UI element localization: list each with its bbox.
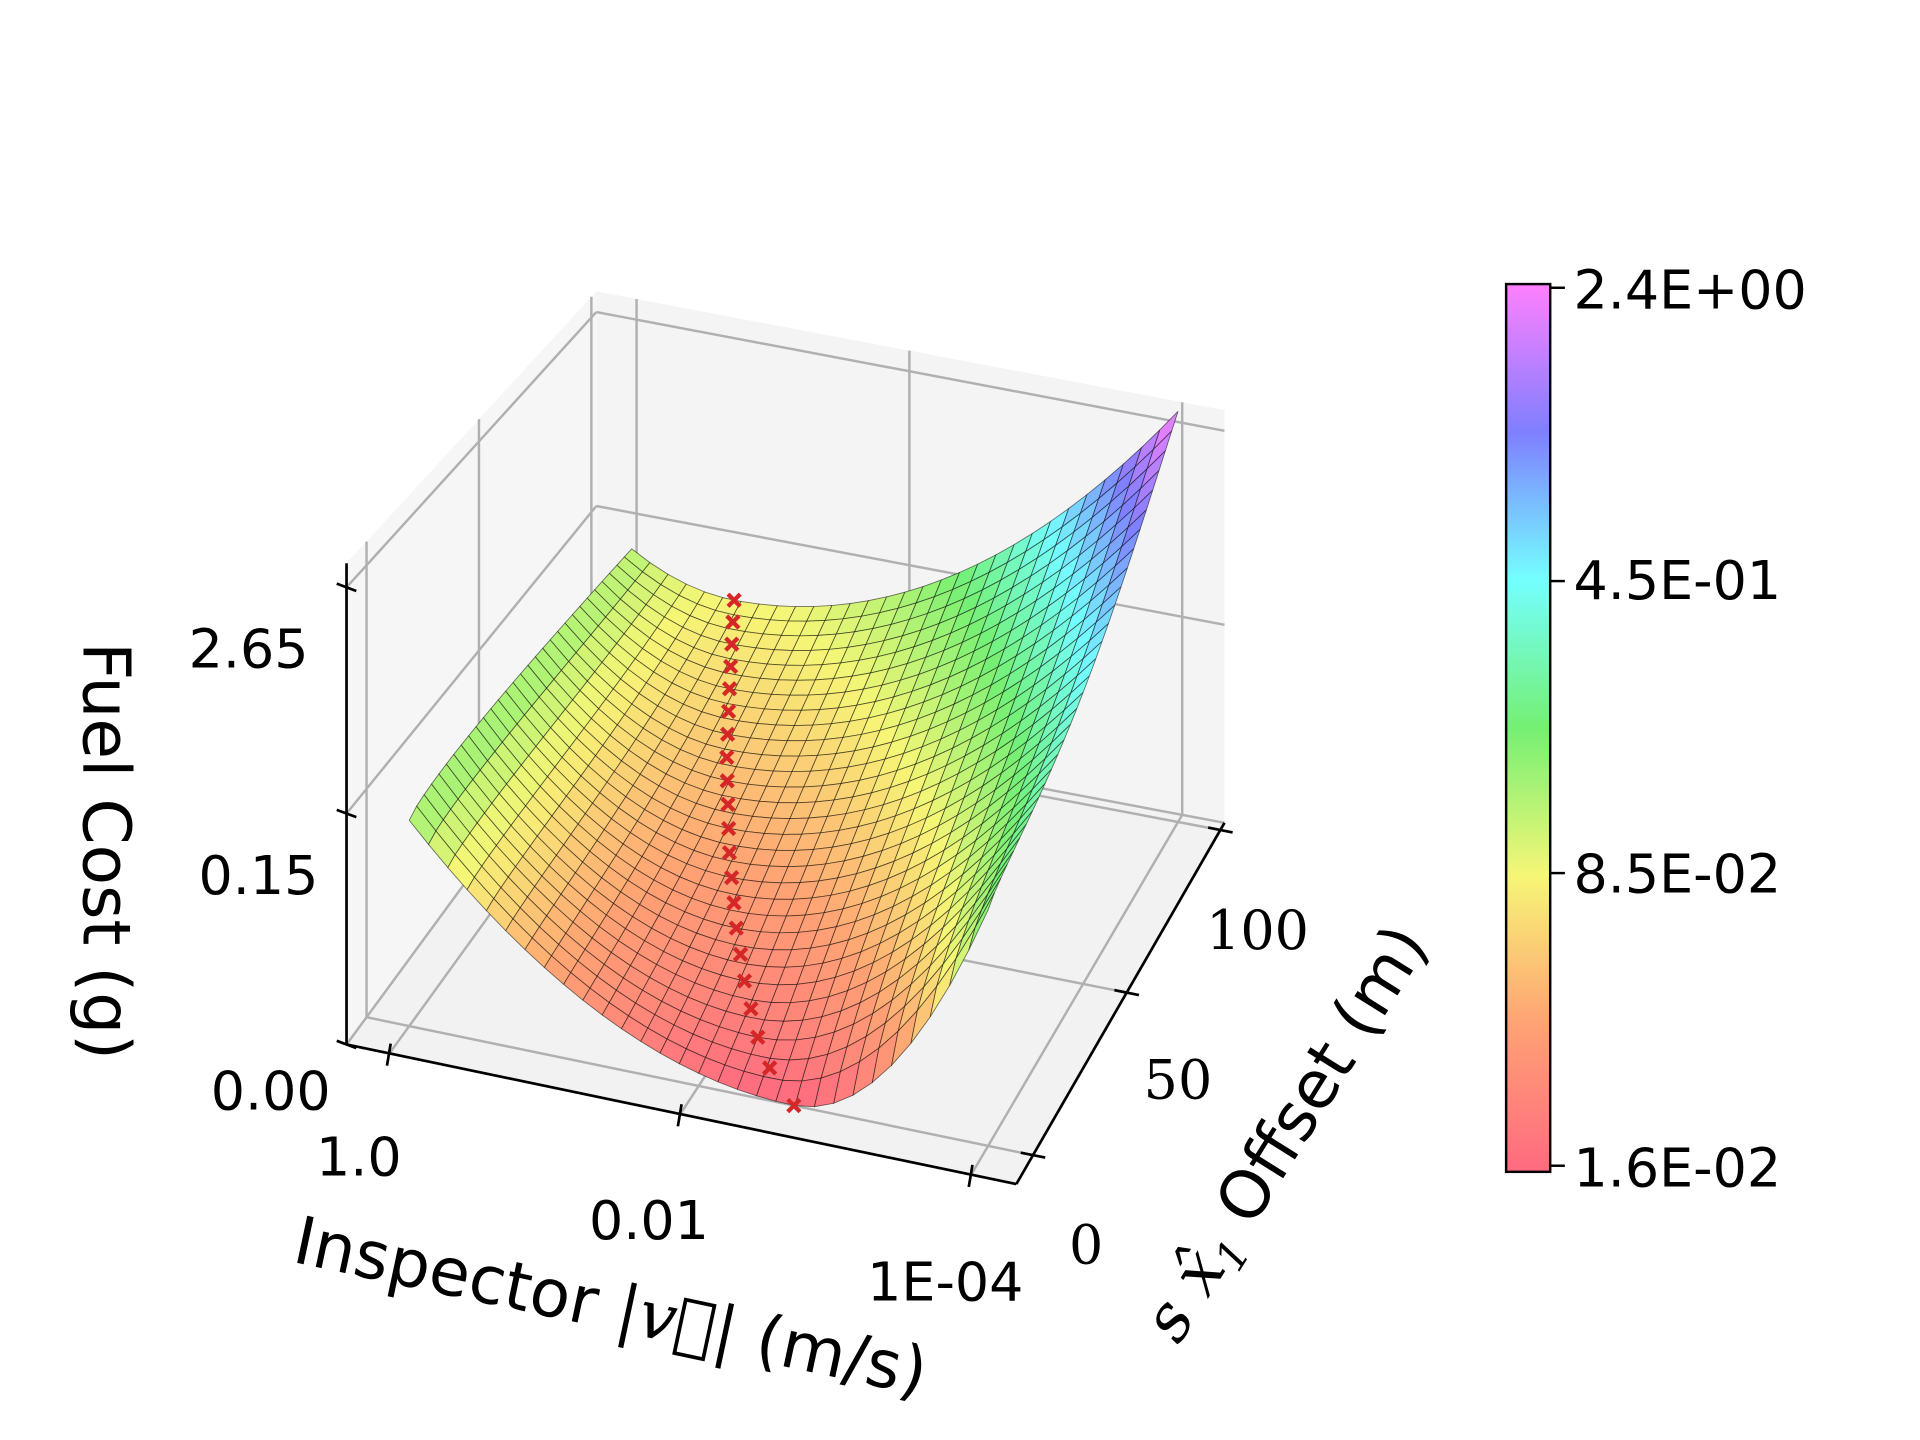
y-tick	[1020, 1151, 1046, 1159]
marker-stroke	[724, 636, 740, 652]
optimal-point-marker	[762, 1060, 778, 1076]
marker-stroke	[719, 773, 735, 789]
marker-stroke	[719, 726, 736, 742]
marker-stroke	[736, 973, 753, 989]
x-tick	[385, 1043, 392, 1066]
left-gridline-z	[345, 505, 598, 815]
optimal-point-marker	[721, 820, 737, 837]
optimal-markers	[719, 592, 802, 1114]
marker-stroke	[726, 895, 742, 911]
floor-gridline-y	[366, 1016, 1034, 1157]
colorbar-gradient	[1504, 282, 1552, 1174]
x-axis-label-text: Inspector	[287, 1202, 605, 1342]
optimal-point-marker	[720, 796, 736, 813]
y-tick-label: 50	[1144, 1048, 1213, 1111]
marker-stroke	[721, 845, 738, 861]
z-tick-label: 2.65	[189, 617, 309, 680]
y-axis-line	[1015, 822, 1226, 1185]
marker-stroke	[722, 658, 739, 675]
colorbar-tick-label: 4.5E-01	[1573, 549, 1781, 612]
left-gridline-z	[345, 311, 598, 589]
marker-stroke	[762, 1060, 778, 1076]
floor-gridline-x	[970, 814, 1184, 1176]
marker-stroke	[732, 946, 749, 962]
x-tick-label: 0.01	[589, 1189, 709, 1252]
optimal-point-marker	[723, 870, 740, 886]
optimal-point-marker	[728, 920, 744, 936]
left-pane	[346, 291, 597, 1045]
optimal-point-marker	[724, 636, 740, 652]
axes-lines	[336, 563, 1233, 1188]
z-tick-label: 0.00	[211, 1059, 331, 1122]
x-axis-label-unit: (m/s)	[749, 1300, 934, 1411]
z-tick	[336, 582, 357, 593]
marker-stroke	[719, 749, 735, 765]
back-gridline-z	[596, 310, 1225, 433]
optimal-point-marker	[719, 726, 736, 742]
marker-stroke	[728, 920, 744, 936]
z-axis-label: Fuel Cost (g)	[67, 642, 144, 1060]
z-tick-label: 0.15	[198, 844, 318, 907]
marker-stroke	[720, 796, 736, 813]
marker-stroke	[726, 592, 742, 608]
y-tick-label: 100	[1206, 899, 1309, 962]
marker-stroke	[786, 1098, 802, 1114]
marker-stroke	[721, 820, 737, 837]
back-gridline-z	[596, 504, 1225, 626]
marker-stroke	[720, 703, 737, 720]
x-tick-label: 1E-04	[867, 1250, 1023, 1313]
x-axis-label-math: |v⃗|	[610, 1270, 745, 1371]
optimal-point-marker	[722, 658, 739, 675]
y-tick-label: 0	[1069, 1214, 1103, 1277]
x-tick	[676, 1104, 683, 1127]
marker-stroke	[743, 1001, 759, 1017]
y-tick	[1207, 826, 1233, 834]
optimal-point-marker	[786, 1098, 802, 1114]
optimal-point-marker	[719, 773, 735, 789]
z-tick	[336, 1039, 357, 1050]
colorbar-tick-label: 2.4E+00	[1573, 259, 1806, 322]
marker-stroke	[725, 614, 741, 630]
tick-labels: 0.00 0.15 2.65 1.0 0.01 1E-04 0 50 100	[189, 617, 1309, 1313]
optimal-point-marker	[720, 703, 737, 720]
marker-stroke	[750, 1029, 766, 1045]
optimal-point-marker	[732, 946, 749, 962]
optimal-point-marker	[736, 973, 753, 989]
colorbar-tick-label: 8.5E-02	[1573, 843, 1781, 906]
surface-patch	[968, 892, 995, 951]
optimal-point-marker	[725, 614, 741, 630]
optimal-point-marker	[750, 1029, 766, 1045]
y-axis-label: s x̂1Offset (m)	[1127, 912, 1449, 1358]
optimal-point-marker	[726, 592, 742, 608]
optimal-point-marker	[743, 1001, 759, 1017]
optimal-point-marker	[721, 681, 738, 697]
x-axis-line	[346, 1043, 1017, 1186]
colorbar: 2.4E+00 4.5E-01 8.5E-02 1.6E-02	[1504, 259, 1807, 1200]
x-tick	[967, 1164, 974, 1188]
z-tick	[336, 808, 357, 819]
x-tick-label: 1.0	[316, 1126, 402, 1189]
optimal-point-marker	[726, 895, 742, 911]
surface	[408, 411, 1179, 1108]
optimal-point-marker	[719, 749, 735, 765]
colorbar-tick-label: 1.6E-02	[1573, 1137, 1781, 1200]
y-tick	[1114, 988, 1140, 997]
marker-stroke	[721, 681, 738, 697]
optimal-point-marker	[721, 845, 738, 861]
marker-stroke	[723, 870, 740, 886]
